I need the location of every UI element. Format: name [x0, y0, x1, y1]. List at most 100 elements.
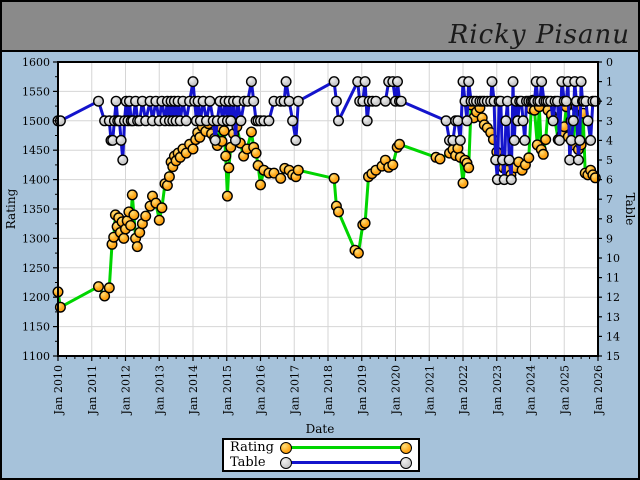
y-right-tick-label: 0	[606, 56, 613, 69]
y-right-tick-label: 14	[606, 330, 620, 343]
x-tick-label: Jan 2019	[356, 365, 369, 416]
table-series-point	[330, 95, 342, 107]
rating-series-point	[394, 138, 406, 150]
table-series-point	[463, 76, 475, 88]
table-series-point	[452, 115, 464, 127]
rating-series-point	[434, 153, 446, 165]
rating-series-point	[275, 172, 287, 184]
table-series-point	[585, 134, 597, 146]
y-right-tick-label: 10	[606, 252, 620, 265]
legend-label-table: Table	[230, 455, 266, 470]
y-right-tick-label: 15	[606, 350, 620, 363]
rating-series-point	[156, 202, 168, 214]
table-series-point	[361, 115, 373, 127]
legend-item-table: Table	[230, 455, 412, 470]
table-series-point	[110, 95, 122, 107]
x-tick-label: Jan 2022	[457, 365, 470, 416]
y-right-tick-label: 8	[606, 213, 613, 226]
table-series-point	[370, 95, 382, 107]
x-tick-label: Jan 2023	[491, 365, 504, 416]
rating-series-point	[221, 190, 233, 202]
x-tick-label: Jan 2021	[423, 365, 436, 416]
legend-marker-table-start	[280, 456, 292, 469]
table-series-point	[328, 76, 340, 88]
rating-series-point	[187, 143, 199, 155]
rating-series-point	[250, 147, 262, 159]
table-series-point	[333, 115, 345, 127]
table-series-point	[500, 115, 512, 127]
table-series-point	[235, 115, 247, 127]
x-tick-label: Jan 2016	[255, 365, 268, 416]
table-series-point	[461, 115, 473, 127]
x-tick-label: Jan 2020	[390, 365, 403, 416]
table-series-point	[560, 95, 572, 107]
y-right-tick-label: 4	[606, 134, 613, 147]
table-series-point	[554, 134, 566, 146]
y-right-tick-label: 1	[606, 76, 613, 89]
rating-series-point	[254, 179, 266, 191]
rating-series-point	[161, 179, 173, 191]
rating-series-point	[103, 282, 115, 294]
rating-series-point	[218, 125, 230, 137]
y-left-axis-title: Rating	[4, 188, 18, 229]
legend-label-rating: Rating	[230, 440, 274, 455]
y-right-tick-label: 9	[606, 232, 613, 245]
y-right-tick-label: 12	[606, 291, 620, 304]
y-right-tick-label: 3	[606, 115, 613, 128]
x-tick-label: Jan 2024	[525, 365, 538, 416]
x-tick-label: Jan 2025	[558, 365, 571, 416]
x-tick-label: Jan 2010	[52, 365, 65, 416]
rating-series-point	[140, 210, 152, 222]
y-left-tick-label: 1250	[22, 262, 50, 275]
x-tick-label: Jan 2017	[288, 365, 301, 416]
rating-series-point	[292, 164, 304, 176]
table-series-point	[392, 76, 404, 88]
rating-series-point	[131, 241, 143, 253]
table-series-point	[280, 76, 292, 88]
y-right-tick-label: 5	[606, 154, 613, 167]
rating-series-point	[163, 171, 175, 183]
y-left-tick-label: 1300	[22, 232, 50, 245]
x-tick-label: Jan 2011	[86, 365, 99, 416]
y-right-tick-label: 11	[606, 272, 620, 285]
table-series-point	[486, 76, 498, 88]
y-left-tick-label: 1100	[22, 350, 50, 363]
table-series-point	[229, 134, 241, 146]
table-series-point	[440, 115, 452, 127]
y-left-tick-label: 1600	[22, 56, 50, 69]
table-series-point	[517, 115, 529, 127]
y-left-tick-label: 1150	[22, 321, 50, 334]
rating-series-point	[220, 150, 232, 162]
table-series-point	[290, 134, 302, 146]
table-series-point	[454, 134, 466, 146]
table-series-point	[248, 95, 260, 107]
table-series-point	[204, 95, 216, 107]
table-series-point	[187, 76, 199, 88]
table-series-point	[245, 76, 257, 88]
table-series-point	[572, 154, 584, 166]
rating-series-point	[128, 209, 140, 221]
table-series-point	[503, 154, 515, 166]
rating-series-point	[359, 217, 371, 229]
y-left-tick-label: 1200	[22, 291, 50, 304]
table-series-point	[567, 115, 579, 127]
table-series-point	[263, 115, 275, 127]
chart-legend: Rating Table	[222, 438, 420, 472]
player-name: Ricky Pisanu	[448, 20, 630, 50]
x-tick-label: Jan 2013	[153, 365, 166, 416]
x-axis-title: Date	[306, 422, 335, 436]
legend-line-table	[285, 461, 407, 464]
legend-marker-rating-end	[400, 441, 412, 454]
y-left-tick-label: 1550	[22, 85, 50, 98]
rating-series-point	[118, 232, 130, 244]
rating-series-point	[328, 172, 340, 184]
rating-series-point	[223, 162, 235, 174]
rating-series-point	[457, 177, 469, 189]
page-header: Ricky Pisanu	[2, 2, 638, 52]
table-series-point	[395, 95, 407, 107]
rating-series-point	[352, 247, 364, 259]
table-series-point	[574, 134, 586, 146]
x-tick-label: Jan 2012	[120, 365, 133, 416]
y-left-tick-label: 1450	[22, 144, 50, 157]
